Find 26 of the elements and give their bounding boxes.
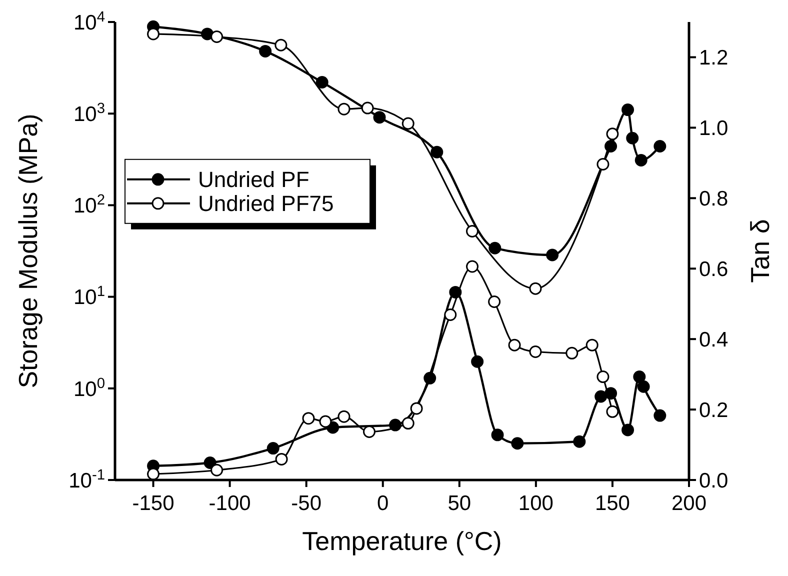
- x-tick-label: -150: [132, 492, 174, 515]
- x-axis-title: Temperature (°C): [302, 526, 502, 556]
- y-tick-label: 10$^{-1}$: [68, 467, 105, 492]
- x-tick-label: 50: [448, 492, 472, 515]
- legend-label: Undried PF: [198, 167, 310, 192]
- x-tick-label: 200: [671, 492, 707, 515]
- x-tick-label: -50: [291, 492, 322, 515]
- y2-tick-label: 1.2: [699, 46, 728, 70]
- y2-tick-label: 0.4: [699, 328, 729, 352]
- y2-axis-title: Tan δ: [745, 219, 775, 283]
- x-tick-label: -100: [208, 492, 251, 515]
- y2-tick-label: 0.8: [699, 188, 728, 211]
- y-axis-title: Storage Modulus (MPa): [13, 114, 43, 388]
- y-tick-label: 10$^{1}$: [73, 284, 105, 310]
- x-tick-label: 0: [377, 492, 389, 515]
- y-tick-label: 10$^{4}$: [73, 9, 105, 34]
- y-tick-label: 10$^{2}$: [73, 192, 105, 218]
- x-tick-label: 100: [518, 492, 554, 515]
- legend-label: Undried PF75: [198, 191, 334, 216]
- y2-tick-label: 0.2: [699, 398, 728, 422]
- y-tick-label: 10$^{3}$: [73, 100, 105, 126]
- y2-tick-label: 0.0: [699, 469, 728, 492]
- y2-tick-label: 1.0: [699, 117, 728, 140]
- y-tick-label: 10$^{0}$: [73, 376, 105, 401]
- y2-tick-label: 0.6: [699, 258, 728, 281]
- x-tick-label: 150: [594, 492, 630, 515]
